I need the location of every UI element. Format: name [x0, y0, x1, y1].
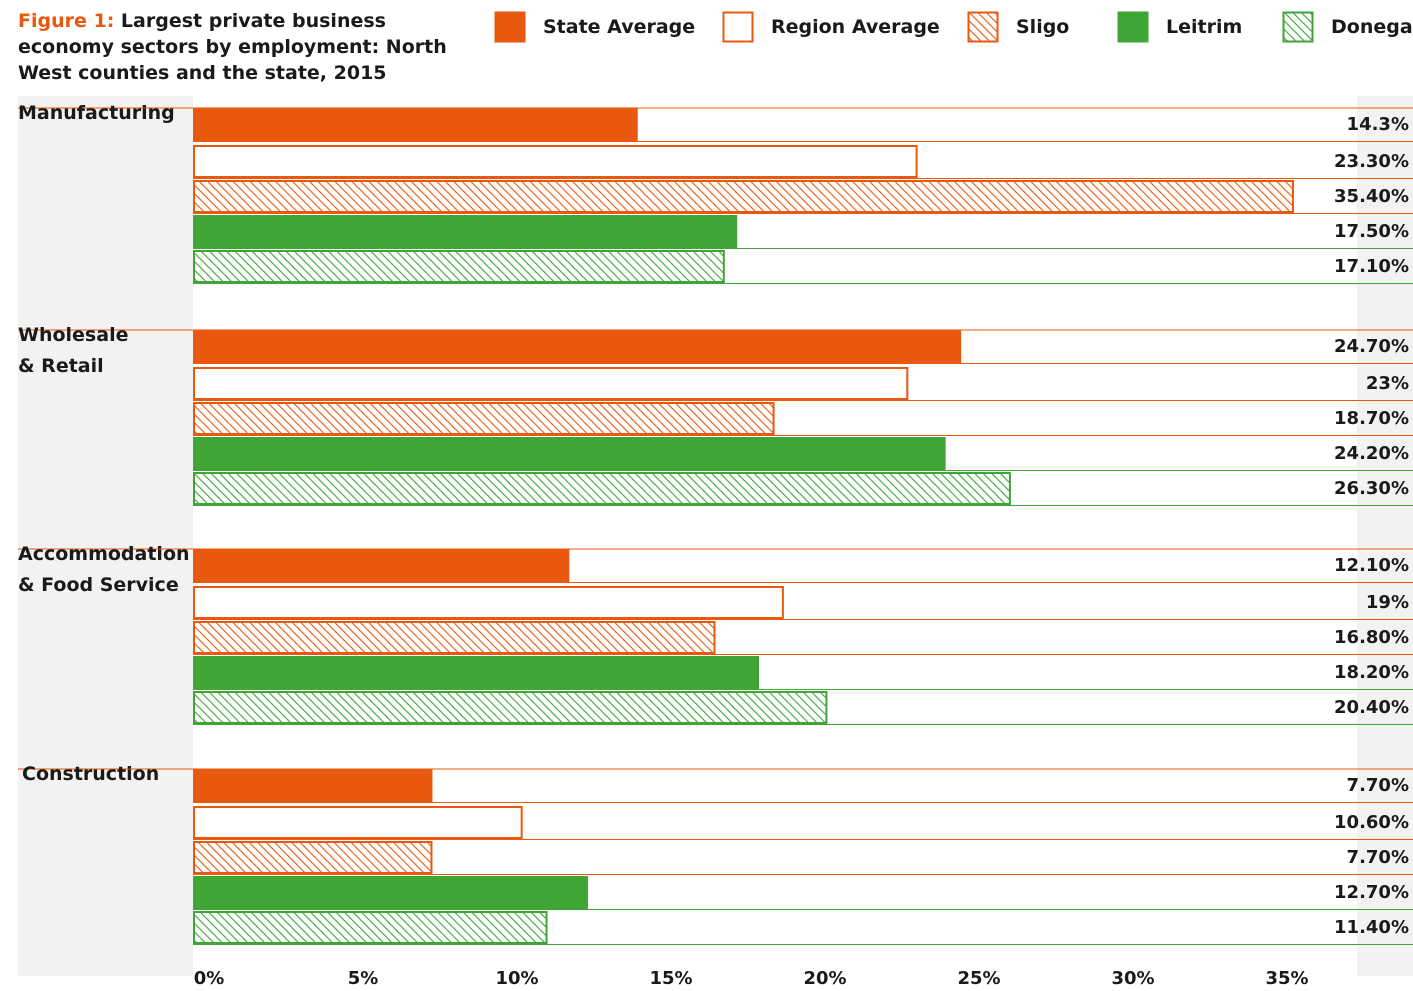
bar-leitrim-manufacturing: [193, 215, 738, 248]
x-tick-label: 5%: [347, 968, 379, 989]
category-panel: [18, 96, 193, 976]
value-label: 7.70%: [1346, 847, 1409, 868]
value-panel: [1357, 96, 1413, 976]
category-label-manufacturing: Manufacturing: [18, 102, 175, 124]
legend-item-state-average: State Average: [494, 10, 695, 44]
value-label: 35.40%: [1334, 186, 1409, 207]
legend-label: Leitrim: [1166, 16, 1243, 38]
bar-state-average-wholesale-retail: [193, 330, 962, 363]
bar-sligo-accommodation-food-service: [193, 621, 716, 654]
value-label: 18.20%: [1334, 662, 1409, 683]
value-label: 18.70%: [1334, 408, 1409, 429]
value-label: 12.70%: [1334, 882, 1409, 903]
x-tick-label: 0%: [193, 968, 225, 989]
legend-item-donegal: Donegal: [1282, 10, 1413, 44]
x-tick-label: 30%: [1111, 968, 1155, 989]
value-label: 16.80%: [1334, 627, 1409, 648]
category-label-construction: Construction: [22, 763, 160, 785]
bar-state-average-construction: [193, 769, 433, 802]
value-label: 10.60%: [1334, 812, 1409, 833]
legend-item-sligo: Sligo: [967, 10, 1069, 44]
bar-donegal-wholesale-retail: [193, 472, 1011, 505]
bar-region-average-wholesale-retail: [193, 367, 909, 400]
legend-item-region-average: Region Average: [722, 10, 940, 44]
x-tick-label: 10%: [495, 968, 539, 989]
value-label: 7.70%: [1346, 775, 1409, 796]
value-label: 12.10%: [1334, 555, 1409, 576]
legend-swatch: [722, 11, 754, 43]
legend: State Average Region Average Sligo Leitrim D…: [490, 10, 1413, 44]
figure-number: Figure 1:: [18, 10, 115, 32]
value-label: 19%: [1365, 592, 1409, 613]
bar-state-average-accommodation-food-service: [193, 549, 570, 582]
legend-swatch: [1282, 11, 1314, 43]
legend-swatch: [967, 11, 999, 43]
value-label: 23.30%: [1334, 151, 1409, 172]
legend-label: Region Average: [771, 16, 940, 38]
value-label: 20.40%: [1334, 697, 1409, 718]
x-tick-label: 20%: [803, 968, 847, 989]
chart-title: Figure 1: Largest private business econo…: [18, 8, 468, 86]
legend-label: Donegal: [1331, 16, 1413, 38]
x-tick-label: 25%: [957, 968, 1001, 989]
value-label: 11.40%: [1334, 917, 1409, 938]
bar-sligo-construction: [193, 841, 433, 874]
legend-swatch: [494, 11, 526, 43]
value-label: 23%: [1365, 373, 1409, 394]
value-label: 17.50%: [1334, 221, 1409, 242]
bar-leitrim-wholesale-retail: [193, 437, 946, 470]
x-tick-label: 35%: [1265, 968, 1309, 989]
value-label: 26.30%: [1334, 478, 1409, 499]
category-label-wholesale-retail: Wholesale & Retail: [18, 324, 129, 377]
legend-label: State Average: [543, 16, 696, 38]
legend-swatch: [1117, 11, 1149, 43]
bar-leitrim-construction: [193, 876, 588, 909]
legend-label: Sligo: [1016, 16, 1070, 38]
bar-leitrim-accommodation-food-service: [193, 656, 760, 689]
bar-sligo-manufacturing: [193, 180, 1294, 213]
value-label: 24.70%: [1334, 336, 1409, 357]
bar-region-average-construction: [193, 806, 523, 839]
bar-donegal-manufacturing: [193, 250, 725, 283]
value-label: 14.3%: [1346, 114, 1409, 135]
category-label-accommodation-food-service: Accommodation & Food Service: [18, 543, 190, 596]
bar-donegal-construction: [193, 911, 548, 944]
title-text: Largest private business economy sectors…: [18, 10, 447, 84]
x-tick-label: 15%: [649, 968, 693, 989]
bar-state-average-manufacturing: [193, 108, 638, 141]
bar-donegal-accommodation-food-service: [193, 691, 828, 724]
value-label: 24.20%: [1334, 443, 1409, 464]
bar-region-average-accommodation-food-service: [193, 586, 784, 619]
bar-region-average-manufacturing: [193, 145, 918, 178]
legend-item-leitrim: Leitrim: [1117, 10, 1242, 44]
value-label: 17.10%: [1334, 256, 1409, 277]
bar-sligo-wholesale-retail: [193, 402, 775, 435]
